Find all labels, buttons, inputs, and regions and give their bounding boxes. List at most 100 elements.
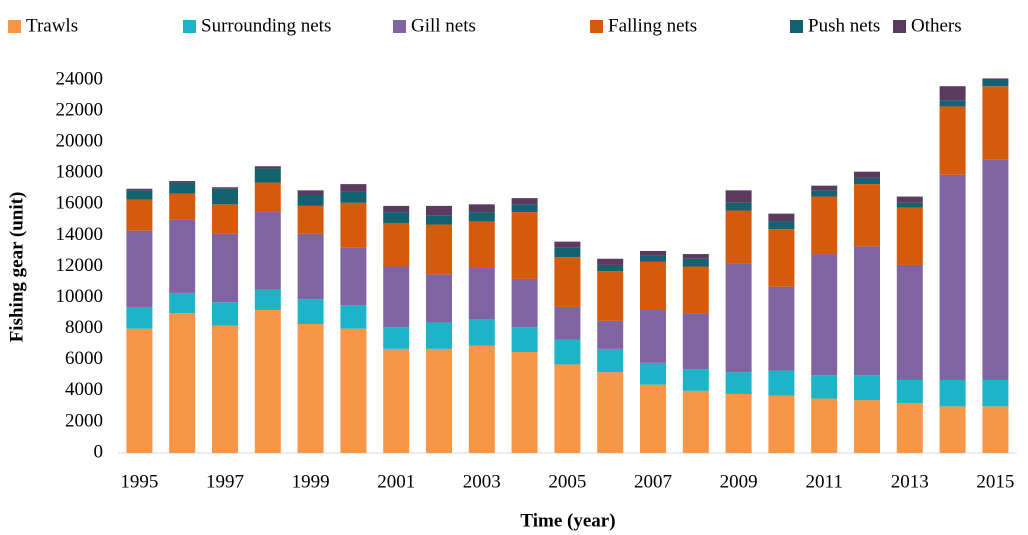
bar-segment xyxy=(896,196,923,203)
bar-segment xyxy=(896,264,923,380)
bar-segment xyxy=(212,188,238,205)
bar-segment xyxy=(511,204,538,213)
bar-segment xyxy=(297,324,324,453)
bar-segment xyxy=(169,219,196,293)
bar-segment xyxy=(597,264,624,272)
bar-segment xyxy=(468,268,495,320)
x-tick-label: 1995 xyxy=(120,471,158,492)
legend-label: Surrounding nets xyxy=(201,15,331,36)
x-tick-label: 2007 xyxy=(634,471,672,492)
legend-swatch xyxy=(590,20,603,33)
bar-segment xyxy=(340,184,367,192)
y-tick-label: 8000 xyxy=(65,317,103,338)
bar-segment xyxy=(939,86,966,101)
bar-segment xyxy=(896,202,923,208)
bar-segment xyxy=(554,257,581,307)
x-tick-label: 2011 xyxy=(806,471,843,492)
legend-label: Push nets xyxy=(808,15,880,36)
y-tick-label: 18000 xyxy=(56,162,104,183)
bar-segment xyxy=(511,278,538,328)
bar-segment xyxy=(811,196,838,255)
bar-segment xyxy=(640,310,666,363)
bar-segment xyxy=(254,168,281,183)
bar-segment xyxy=(896,207,923,265)
bar-segment xyxy=(340,305,367,329)
bar-segment xyxy=(939,379,966,407)
bar-segment xyxy=(468,204,495,213)
bar-segment xyxy=(640,362,666,385)
bar-segment xyxy=(426,215,452,225)
bar-segment xyxy=(126,199,153,231)
bar-segment xyxy=(297,190,324,196)
bar-segment xyxy=(811,398,838,453)
bar-segment xyxy=(725,263,752,373)
y-tick-label: 24000 xyxy=(56,68,104,89)
bar-segment xyxy=(939,174,966,380)
bar-segment xyxy=(254,289,281,311)
bar-segment xyxy=(383,348,410,453)
bar-segment xyxy=(640,384,666,453)
bar-segment xyxy=(426,274,452,323)
bar-segment xyxy=(682,390,709,453)
legend-swatch xyxy=(893,20,906,33)
bar-segment xyxy=(169,292,196,314)
bar-segment xyxy=(597,271,624,321)
bar-segment xyxy=(768,213,795,222)
x-tick-label: 2015 xyxy=(976,471,1014,492)
bar-segment xyxy=(511,327,538,352)
bar-segment xyxy=(511,198,538,205)
bar-segment xyxy=(426,322,452,349)
bar-segment xyxy=(383,222,410,267)
bar-segment xyxy=(340,328,367,453)
bar-segment xyxy=(340,247,367,306)
bar-segment xyxy=(554,364,581,453)
bar-segment xyxy=(254,212,281,290)
y-tick-label: 0 xyxy=(94,441,104,462)
y-tick-label: 22000 xyxy=(56,99,104,120)
y-tick-label: 12000 xyxy=(56,255,104,276)
bar-segment xyxy=(939,100,966,107)
bar-segment xyxy=(854,375,880,401)
bar-segment xyxy=(640,255,666,262)
bar-segment xyxy=(169,182,196,194)
bar-segment xyxy=(169,193,196,220)
bar-segment xyxy=(982,78,1009,80)
bar-segment xyxy=(811,254,838,376)
x-tick-label: 2009 xyxy=(720,471,758,492)
bar-segment xyxy=(597,348,624,373)
legend-label: Falling nets xyxy=(608,15,697,36)
legend-swatch xyxy=(790,20,803,33)
y-tick-label: 6000 xyxy=(65,348,103,369)
bar-segment xyxy=(554,306,581,340)
bar-segment xyxy=(511,212,538,279)
bar-segment xyxy=(597,258,624,265)
legend-swatch xyxy=(393,20,406,33)
bar-segment xyxy=(554,241,581,248)
bar-segment xyxy=(939,406,966,453)
x-axis-label: Time (year) xyxy=(520,510,615,531)
bar-segment xyxy=(982,379,1009,407)
y-tick-label: 20000 xyxy=(56,131,104,152)
bar-segment xyxy=(854,184,880,247)
bar-segment xyxy=(169,181,196,183)
legend-label: Others xyxy=(911,15,962,36)
bar-segment xyxy=(939,106,966,175)
bar-segment xyxy=(297,299,324,325)
bar-segment xyxy=(768,286,795,371)
y-axis-label: Fishing gear (unit) xyxy=(6,192,27,343)
bar-segment xyxy=(725,393,752,453)
bar-segment xyxy=(682,369,709,391)
bar-segment xyxy=(340,191,367,203)
bar-segment xyxy=(126,230,153,307)
bar-segment xyxy=(854,171,880,178)
bar-segment xyxy=(597,320,624,349)
bar-segment xyxy=(468,212,495,222)
bar-segment xyxy=(982,406,1009,453)
bar-segment xyxy=(682,258,709,267)
x-tick-label: 2003 xyxy=(463,471,501,492)
bar-segment xyxy=(725,210,752,264)
x-tick-label: 1999 xyxy=(292,471,330,492)
bar-segment xyxy=(468,221,495,269)
bar-segment xyxy=(811,185,838,191)
